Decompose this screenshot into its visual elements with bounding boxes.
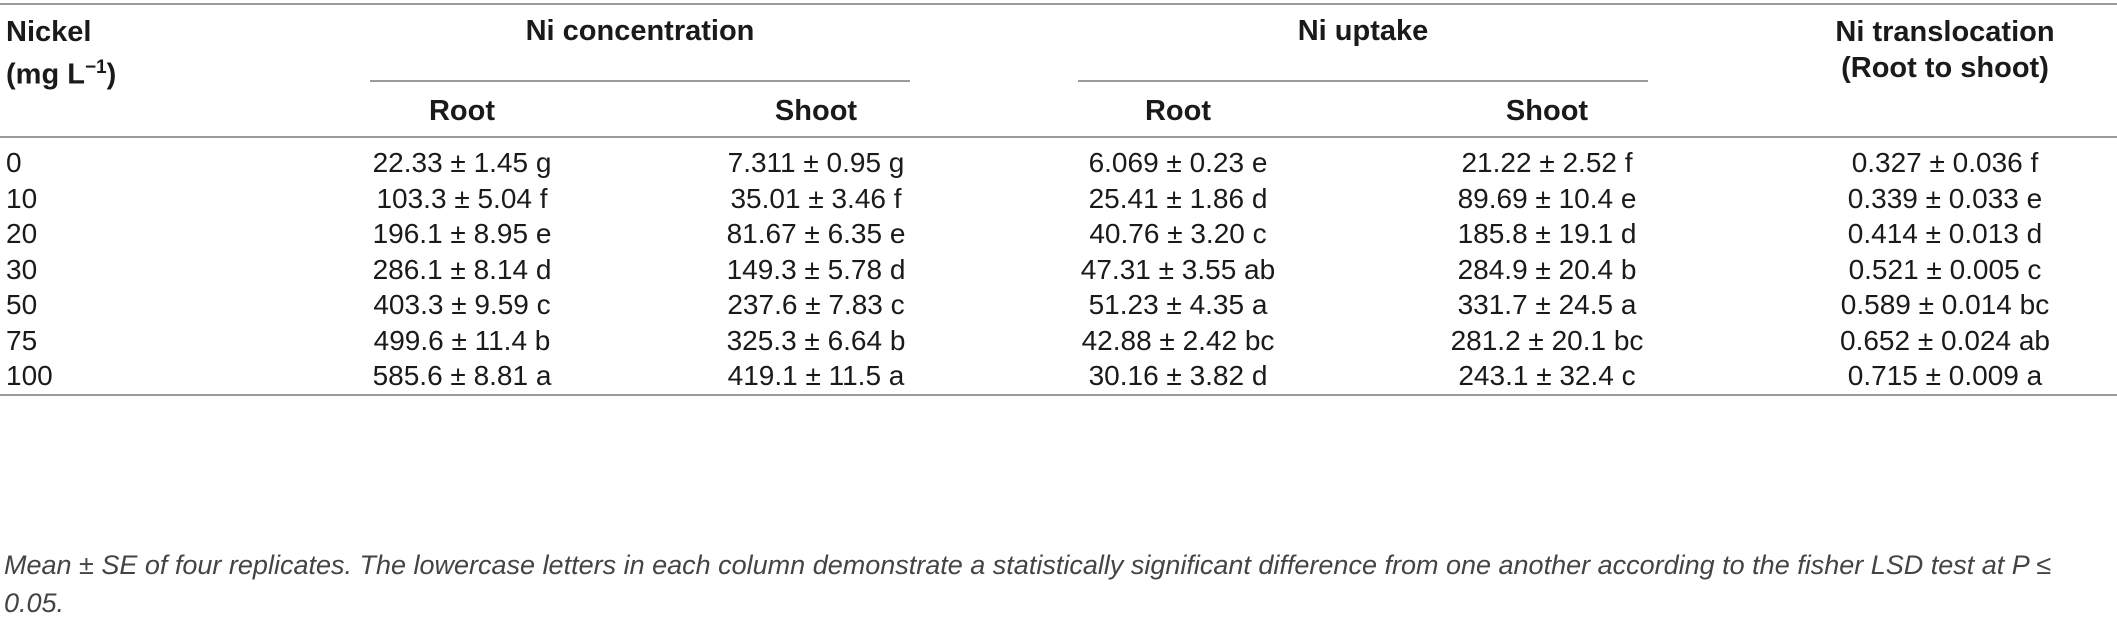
cell-translocation: 0.521 ± 0.005 c [1848,253,2042,285]
uptake-underline [1078,80,1648,82]
top-rule [0,3,2117,5]
header-bottom-rule [0,136,2117,138]
cell-uptake-root: 40.76 ± 3.20 c [1089,218,1267,249]
cell-nickel: 10 [6,182,38,214]
cell-nickel: 0 [6,147,22,178]
cell-conc-shoot: 237.6 ± 7.83 c [727,289,905,320]
cell-conc-root: 403.3 ± 9.59 c [373,289,551,320]
cell-conc-root: 286.1 ± 8.14 d [372,253,552,285]
header-nickel-line1: Nickel [6,16,92,48]
cell-uptake-shoot: 243.1 ± 32.4 c [1458,360,1636,391]
header-conc-root: Root [428,95,496,127]
cell-uptake-root: 51.23 ± 4.35 a [1088,289,1268,320]
cell-uptake-root: 42.88 ± 2.42 bc [1081,324,1275,356]
cell-translocation: 0.339 ± 0.033 e [1847,182,2043,214]
cell-nickel: 100 [6,360,53,391]
cell-translocation: 0.414 ± 0.013 d [1847,218,2043,249]
header-translocation-line2: (Root to shoot) [1841,52,2049,84]
header-ni-concentration: Ni concentration [525,15,755,47]
cell-nickel: 20 [6,218,38,249]
cell-uptake-root: 25.41 ± 1.86 d [1088,182,1268,214]
cell-conc-shoot: 419.1 ± 11.5 a [727,360,905,391]
cell-uptake-shoot: 21.22 ± 2.52 f [1461,147,1633,178]
header-uptake-shoot: Shoot [1505,95,1589,127]
header-uptake-root: Root [1144,95,1212,127]
header-nickel-unit: (mg L [6,58,85,91]
cell-translocation: 0.652 ± 0.024 ab [1840,324,2050,356]
cell-translocation: 0.589 ± 0.014 bc [1840,289,2050,320]
cell-nickel: 50 [6,289,38,320]
cell-uptake-shoot: 89.69 ± 10.4 e [1457,182,1637,214]
cell-conc-shoot: 7.311 ± 0.95 g [727,147,905,178]
header-nickel-line2: (mg L−1) [6,50,116,93]
cell-nickel: 30 [6,253,38,285]
cell-translocation: 0.327 ± 0.036 f [1851,147,2039,178]
cell-conc-root: 196.1 ± 8.95 e [372,218,552,249]
body-bottom-rule [0,394,2117,396]
cell-uptake-root: 47.31 ± 3.55 ab [1080,253,1276,285]
cell-uptake-root: 30.16 ± 3.82 d [1088,360,1268,391]
header-conc-shoot: Shoot [774,95,858,127]
cell-uptake-shoot: 281.2 ± 20.1 bc [1450,324,1644,356]
cell-uptake-shoot: 331.7 ± 24.5 a [1457,289,1637,320]
header-nickel: Nickel (mg L−1) [6,14,116,93]
cell-nickel: 75 [6,324,38,356]
cell-uptake-shoot: 185.8 ± 19.1 d [1457,218,1637,249]
header-translocation-line1: Ni translocation [1835,16,2055,48]
concentration-underline [370,80,910,82]
cell-conc-root: 585.6 ± 8.81 a [372,360,552,391]
cell-conc-shoot: 81.67 ± 6.35 e [726,218,906,249]
cell-uptake-root: 6.069 ± 0.23 e [1088,147,1268,178]
cell-conc-root: 103.3 ± 5.04 f [376,182,548,214]
cell-conc-shoot: 149.3 ± 5.78 d [726,253,906,285]
cell-uptake-shoot: 284.9 ± 20.4 b [1457,253,1637,285]
cell-translocation: 0.715 ± 0.009 a [1847,360,2043,391]
table-footnote: Mean ± SE of four replicates. The lowerc… [4,550,2052,618]
header-ni-uptake: Ni uptake [1297,15,1429,47]
cell-conc-root: 499.6 ± 11.4 b [373,324,551,356]
cell-conc-root: 22.33 ± 1.45 g [372,147,552,178]
header-ni-translocation: Ni translocation (Root to shoot) [1835,14,2054,86]
cell-conc-shoot: 325.3 ± 6.64 b [726,324,906,356]
header-nickel-unit-exponent: −1 [84,57,107,78]
header-nickel-close: ) [106,58,117,91]
cell-conc-shoot: 35.01 ± 3.46 f [730,182,902,214]
